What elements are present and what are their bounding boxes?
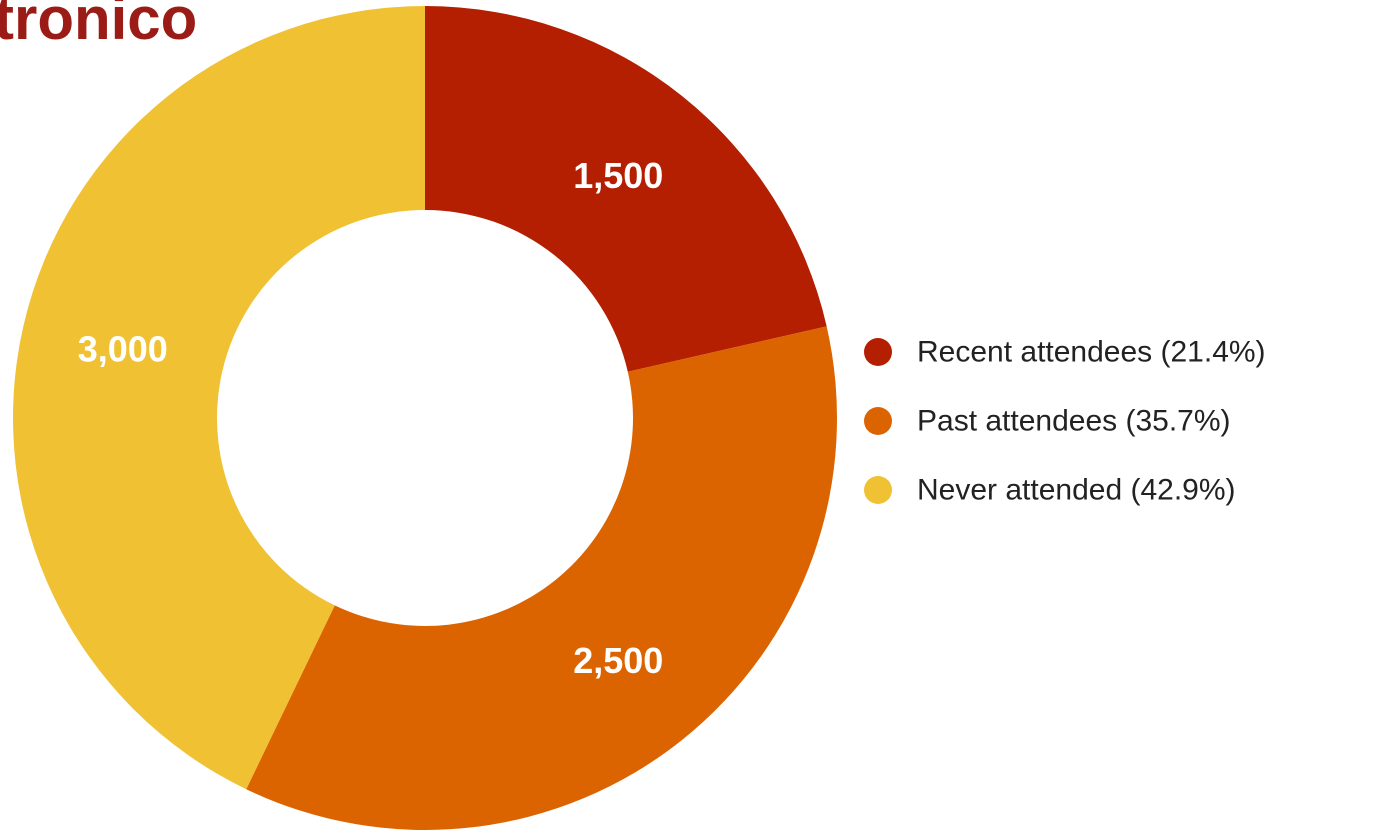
slice-past-attendees	[246, 326, 837, 830]
slice-recent-attendees	[425, 6, 827, 372]
legend-swatch	[864, 407, 892, 435]
chart-title: tronico	[0, 0, 198, 52]
legend: Recent attendees (21.4%) Past attendees (…	[864, 336, 1266, 507]
legend-item: Recent attendees (21.4%)	[864, 336, 1266, 369]
legend-label: Past attendees (35.7%)	[917, 405, 1231, 438]
slice-never-attended	[13, 6, 426, 790]
slice-value-label: 3,000	[78, 329, 168, 370]
legend-swatch	[864, 338, 892, 366]
legend-label: Recent attendees (21.4%)	[917, 336, 1266, 369]
slice-value-label: 1,500	[573, 155, 663, 196]
legend-item: Never attended (42.9%)	[864, 474, 1236, 507]
legend-swatch	[864, 476, 892, 504]
slice-labels: 1,500 2,500 3,000	[78, 155, 664, 681]
legend-label: Never attended (42.9%)	[917, 474, 1236, 507]
donut-slices	[13, 6, 837, 830]
slice-value-label: 2,500	[573, 640, 663, 681]
legend-item: Past attendees (35.7%)	[864, 405, 1231, 438]
